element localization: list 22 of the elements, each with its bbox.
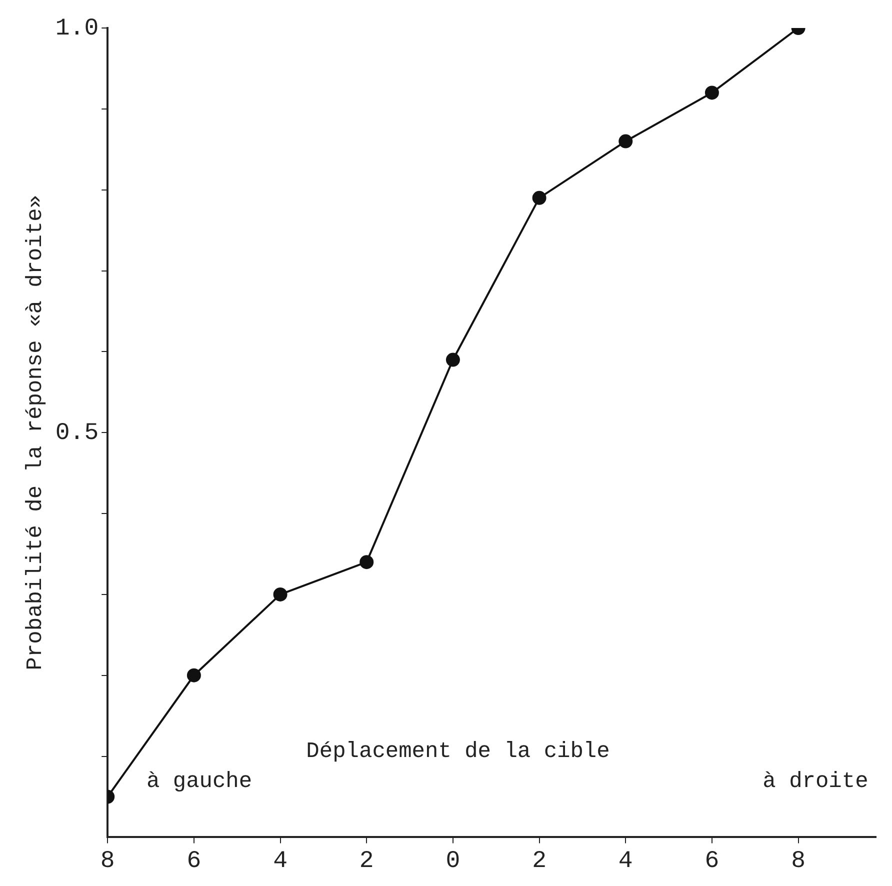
x-tick-label: 8: [100, 848, 115, 875]
x-tick-label: 0: [446, 848, 460, 875]
x-tick-label: 4: [273, 848, 288, 875]
x-tick-label: 2: [359, 848, 374, 875]
point: [446, 352, 460, 367]
point: [273, 587, 288, 602]
x-tick-label: 2: [532, 848, 546, 875]
annotation: à gauche: [146, 769, 252, 794]
annotation: à droite: [762, 769, 868, 794]
y-axis-title: Probabilité de la réponse «à droite»: [23, 194, 48, 670]
x-tick-label: 6: [704, 848, 720, 875]
x-tick-label: 8: [791, 848, 806, 875]
point: [618, 134, 633, 148]
x-tick-label: 4: [618, 848, 633, 875]
point: [360, 555, 374, 570]
y-tick-label: 1.0: [55, 15, 99, 42]
x-axis-title: Déplacement de la cible: [306, 739, 610, 764]
y-tick-label: 0.5: [55, 420, 99, 447]
point: [704, 86, 719, 100]
point: [532, 190, 546, 205]
point: [186, 668, 201, 682]
x-tick-label: 6: [186, 848, 202, 875]
